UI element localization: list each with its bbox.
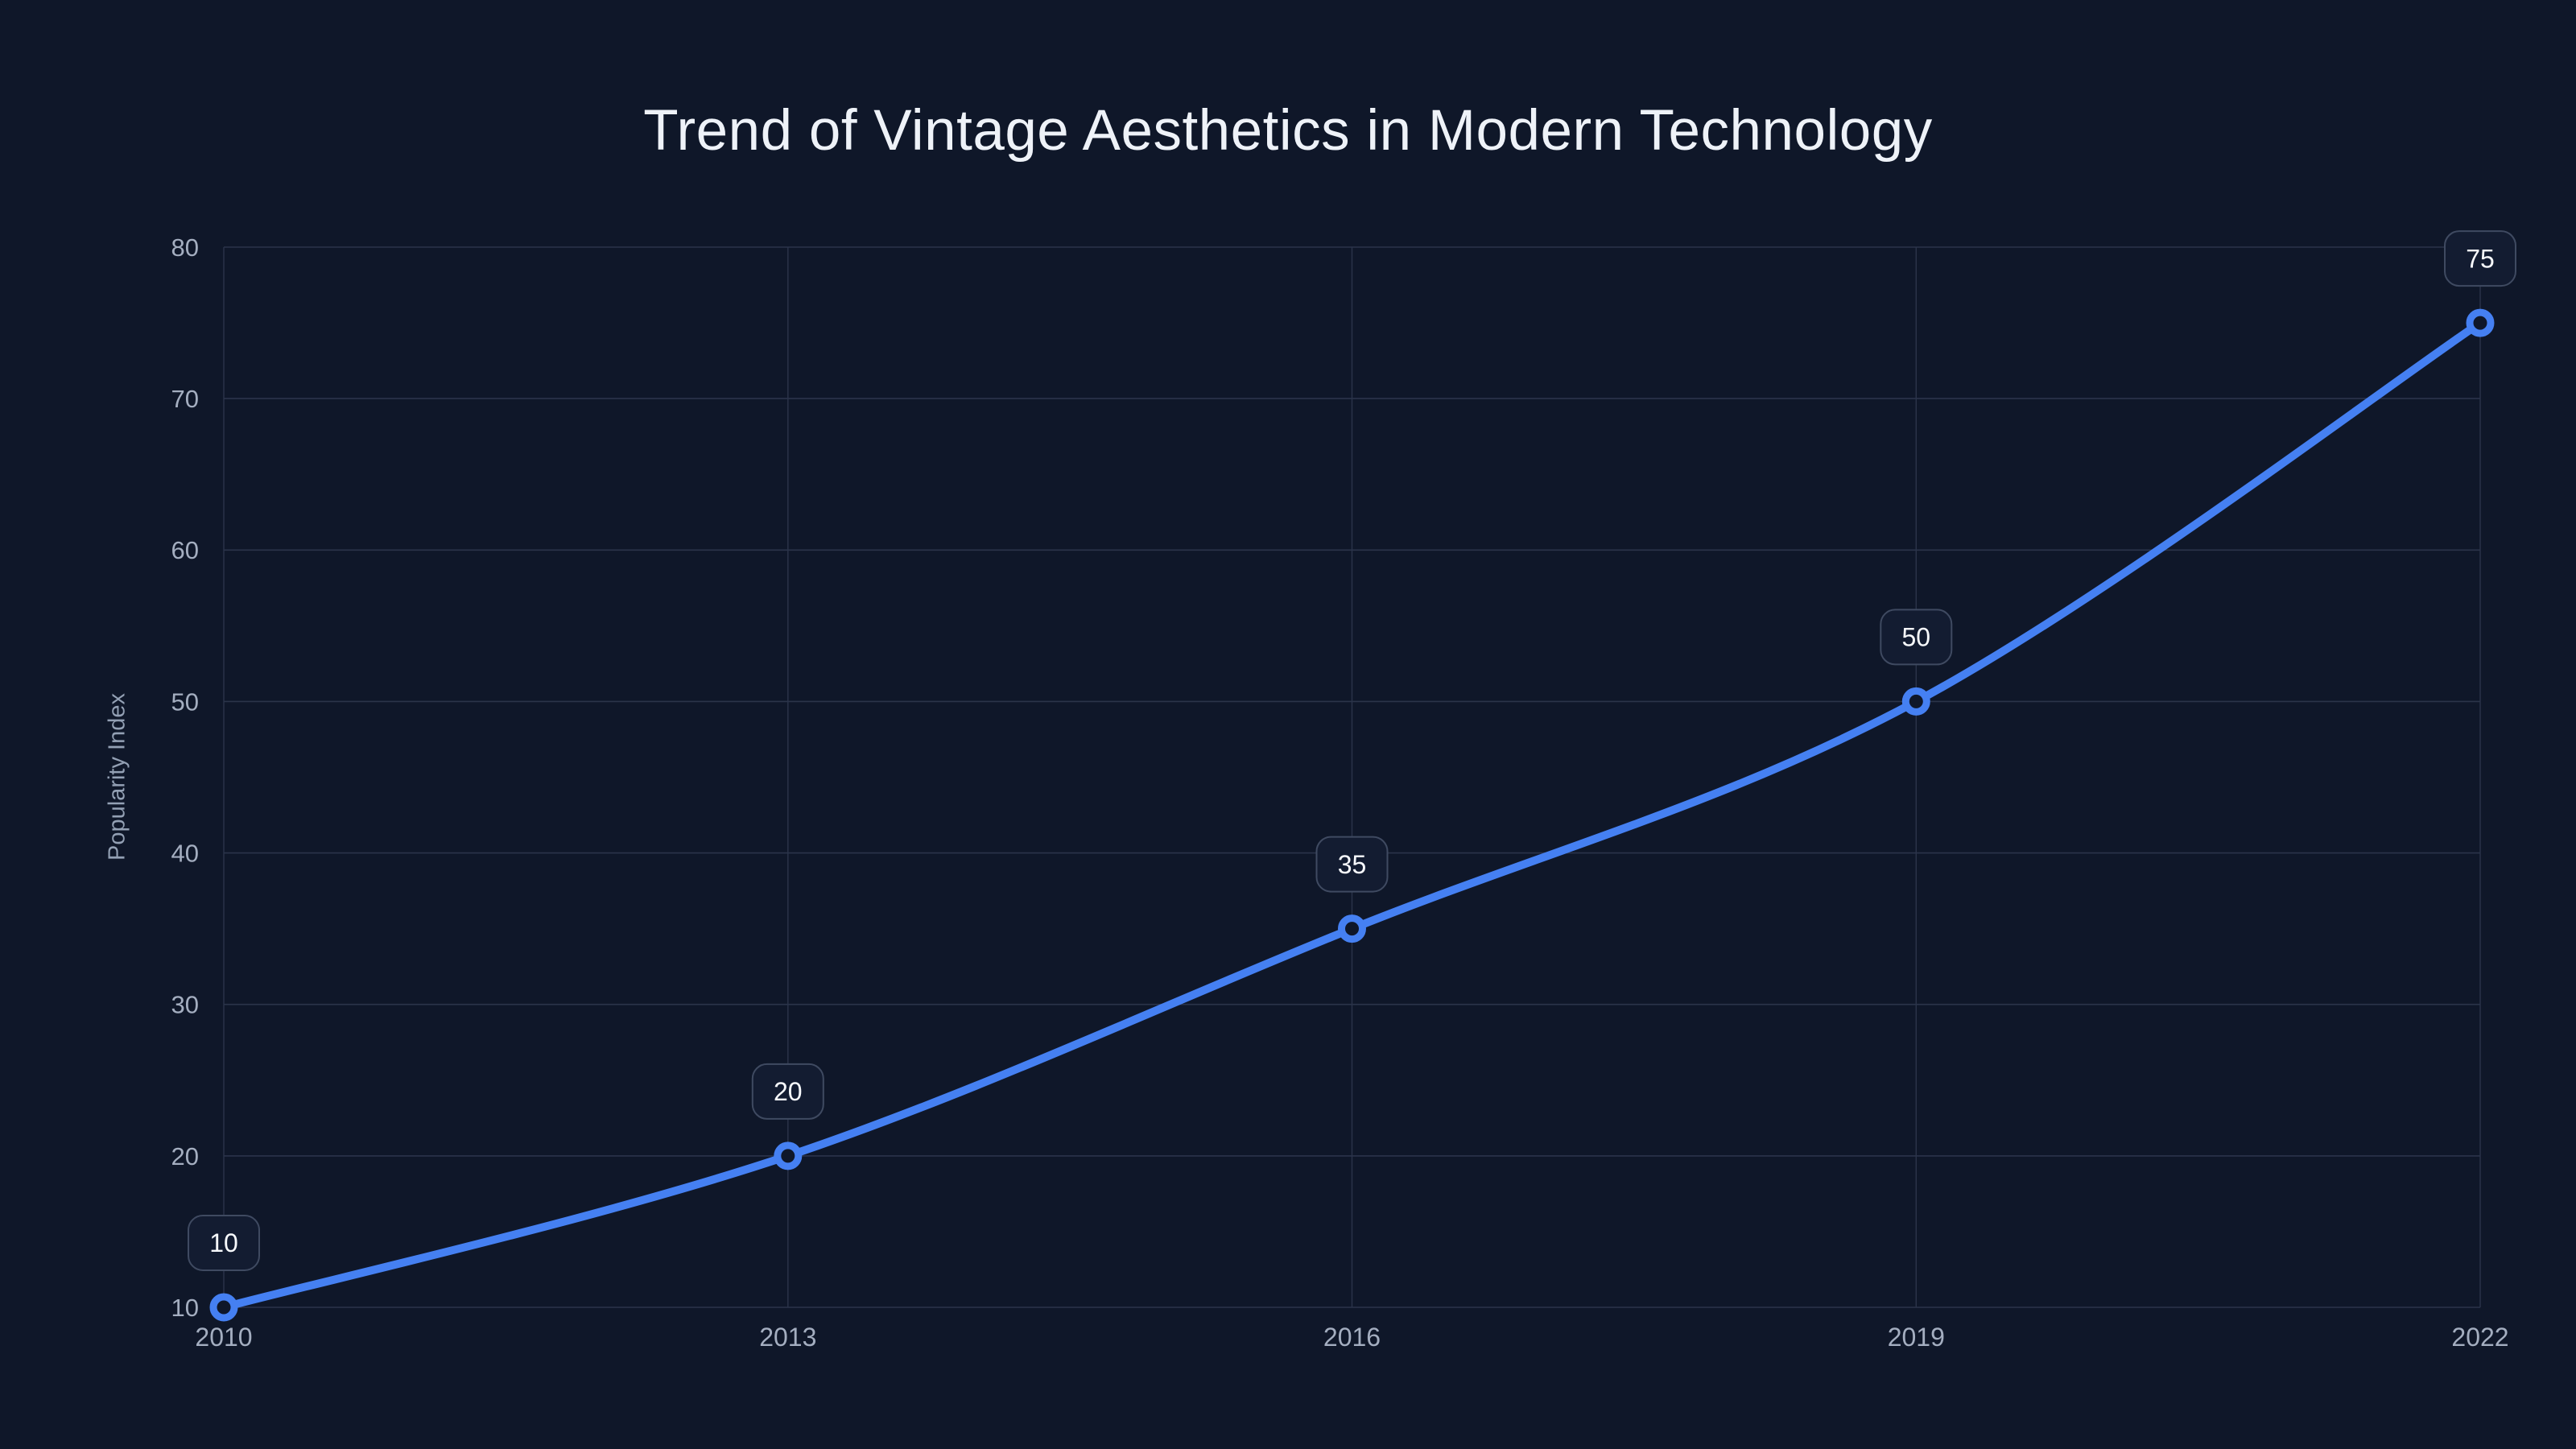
y-tick-label: 60 (171, 536, 199, 564)
data-point-marker[interactable] (774, 1141, 803, 1170)
data-point-label: 50 (1902, 623, 1931, 652)
x-tick-label: 2016 (1323, 1323, 1381, 1352)
x-tick-label: 2022 (2451, 1323, 2508, 1352)
data-point-label: 10 (209, 1228, 238, 1257)
data-point-marker[interactable] (1338, 914, 1366, 943)
y-tick-label: 20 (171, 1142, 199, 1170)
data-point-label-box (188, 1215, 260, 1271)
data-point-label-box (1880, 609, 1953, 666)
data-point-label-box (751, 1063, 824, 1120)
x-tick-label: 2019 (1888, 1323, 1945, 1352)
data-point-marker[interactable] (2466, 308, 2495, 337)
x-tick-label: 2013 (759, 1323, 816, 1352)
y-tick-label: 40 (171, 839, 199, 867)
data-point-label: 75 (2466, 244, 2495, 273)
data-point-label-box (1315, 836, 1389, 893)
y-tick-label: 30 (171, 991, 199, 1019)
data-point-label: 20 (774, 1077, 803, 1106)
x-tick-label: 2010 (195, 1323, 252, 1352)
y-tick-label: 70 (171, 385, 199, 413)
y-tick-label: 10 (171, 1294, 199, 1322)
data-point-label-box (2444, 230, 2516, 287)
data-point-marker[interactable] (209, 1293, 238, 1322)
data-point-marker[interactable] (1901, 687, 1930, 716)
y-tick-label: 80 (171, 233, 199, 262)
y-tick-label: 50 (171, 687, 199, 716)
data-point-label: 35 (1338, 850, 1367, 879)
chart-title: Trend of Vintage Aesthetics in Modern Te… (643, 99, 1933, 163)
